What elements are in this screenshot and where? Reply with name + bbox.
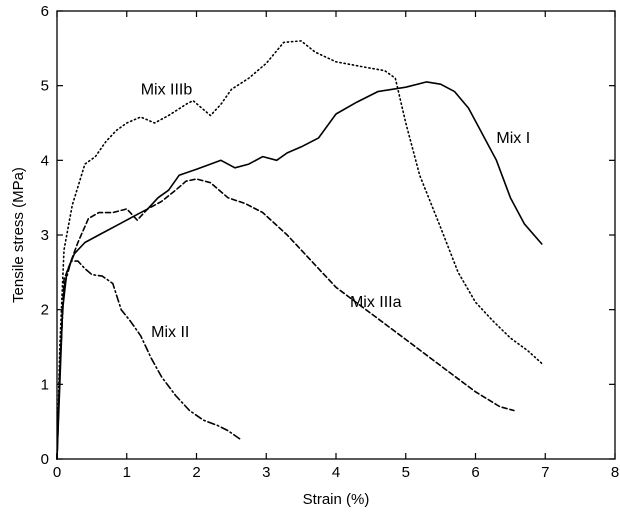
x-tick-label: 0 xyxy=(53,464,61,481)
y-tick-label: 5 xyxy=(41,78,49,95)
x-tick-label: 8 xyxy=(611,464,619,481)
series-line-mix-iiib xyxy=(56,40,543,460)
x-tick-label: 5 xyxy=(402,464,410,481)
y-tick-label: 3 xyxy=(41,227,49,244)
y-tick-label: 2 xyxy=(41,302,49,319)
y-tick-label: 6 xyxy=(41,3,49,20)
series-lines xyxy=(56,40,543,460)
series-label-mix-i: Mix I xyxy=(496,130,530,147)
series-label-mix-iiib: Mix IIIb xyxy=(141,81,193,98)
x-tick-label: 2 xyxy=(192,464,200,481)
series-label-mix-ii: Mix II xyxy=(151,324,189,341)
y-tick-label: 1 xyxy=(41,376,49,393)
y-axis-title: Tensile stress (MPa) xyxy=(10,167,27,303)
series-line-mix-ii xyxy=(56,260,241,460)
series-labels: Mix I Mix II Mix IIIa Mix IIIb xyxy=(141,81,531,341)
x-axis-title: Strain (%) xyxy=(303,491,370,508)
x-tick-label: 1 xyxy=(123,464,131,481)
x-tick-label: 7 xyxy=(541,464,549,481)
axis-ticks: 0 1 2 3 4 5 6 7 8 0 1 2 3 4 5 6 xyxy=(41,3,620,481)
plot-area-frame xyxy=(56,10,616,460)
series-label-mix-iiia: Mix IIIa xyxy=(350,294,402,311)
y-tick-label: 4 xyxy=(41,152,49,169)
x-tick-label: 3 xyxy=(262,464,270,481)
series-line-mix-iiia xyxy=(56,178,515,460)
y-tick-label: 0 xyxy=(41,451,49,468)
series-line-mix-i xyxy=(56,81,543,460)
x-tick-label: 4 xyxy=(332,464,340,481)
x-tick-label: 6 xyxy=(471,464,479,481)
